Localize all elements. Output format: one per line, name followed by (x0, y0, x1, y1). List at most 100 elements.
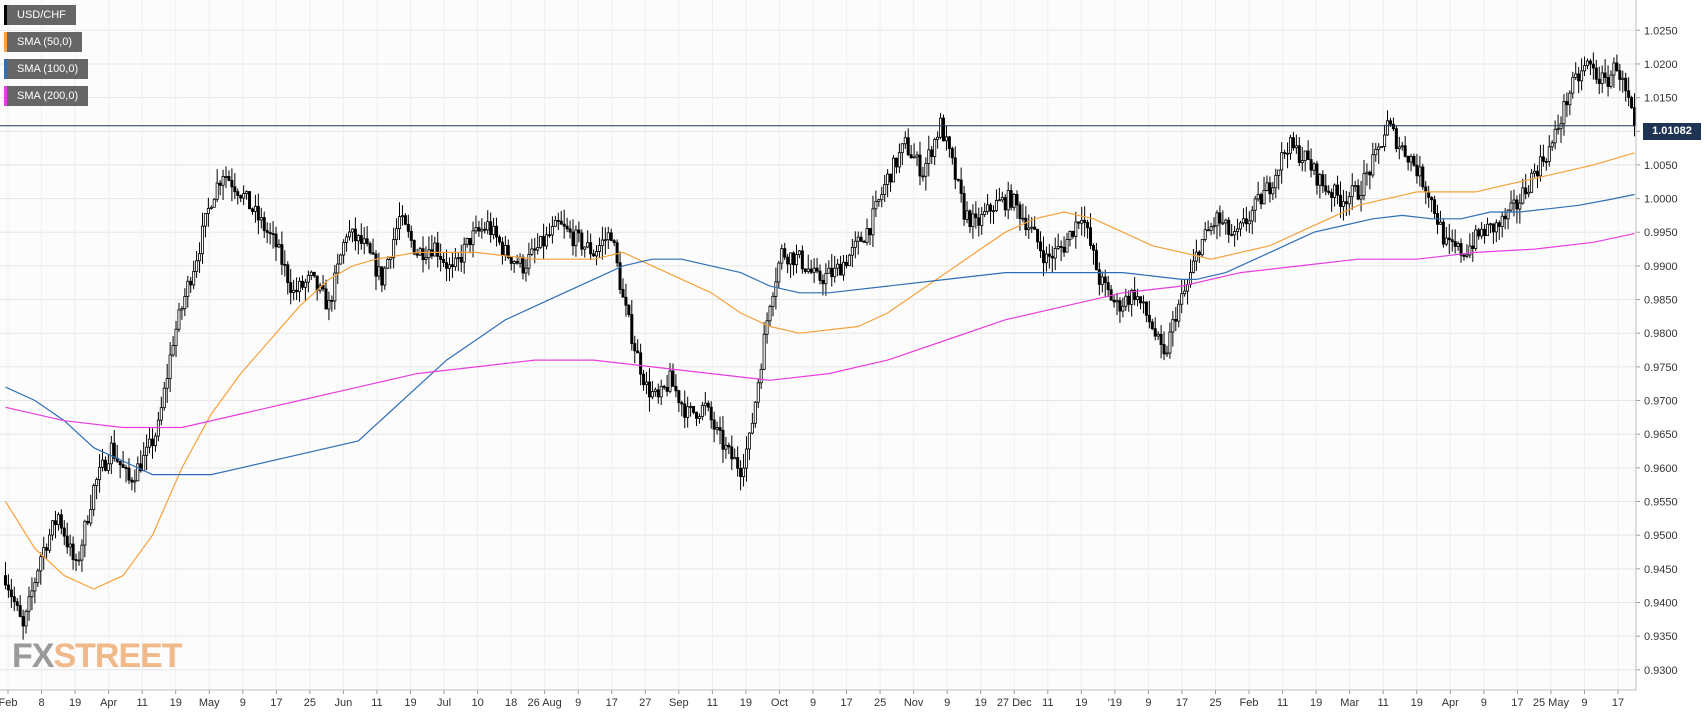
candle-body (471, 230, 475, 246)
candle-body (753, 401, 757, 424)
candle-body (1630, 97, 1634, 109)
candle-body (1506, 209, 1510, 220)
candle-body (56, 514, 60, 526)
legend-swatch (4, 86, 7, 106)
candle-body (74, 559, 78, 561)
x-tick-label: 19 (404, 697, 416, 709)
candle-body (436, 242, 440, 257)
candle-body (568, 228, 572, 233)
candle-body (312, 271, 316, 277)
candle-body (877, 199, 881, 202)
candle-body (1003, 197, 1007, 211)
candle-body (1633, 107, 1637, 127)
candle-body (1497, 222, 1501, 227)
legend-item-sma200[interactable]: SMA (200,0) (4, 86, 89, 106)
x-tick-label: 19 (69, 697, 81, 709)
candle-body (1494, 222, 1498, 233)
candle-body (1424, 186, 1428, 193)
candle-body (742, 467, 746, 478)
y-tick-label: 0.9950 (1644, 227, 1678, 239)
candle-body (145, 446, 149, 456)
candle-body (327, 300, 331, 310)
candle-body (303, 281, 307, 288)
candle-body (1377, 146, 1381, 150)
candle-body (630, 314, 634, 344)
current-price-tag: 1.01082 (1643, 123, 1701, 140)
y-tick-label: 0.9850 (1644, 295, 1678, 307)
candle-body (545, 234, 549, 247)
candle-body (68, 543, 72, 548)
candle-body (397, 216, 402, 230)
candle-body (1624, 77, 1628, 92)
candle-body (665, 387, 669, 392)
legend-item-usdchf[interactable]: USD/CHF (4, 5, 76, 25)
candle-body (1280, 152, 1284, 171)
candle-body (1000, 197, 1004, 201)
candle-body (503, 244, 507, 256)
candle-body (559, 220, 563, 225)
candle-body (1036, 228, 1040, 243)
candle-body (1562, 101, 1566, 125)
candle-body (1321, 174, 1325, 187)
candle-body (77, 559, 81, 562)
candle-body (500, 241, 504, 256)
candle-body (242, 193, 246, 199)
x-tick-label: 25 May (1533, 697, 1570, 709)
candle-body (283, 263, 287, 266)
candle-body (836, 263, 840, 269)
x-tick-label: 19 (1075, 697, 1087, 709)
candle-body (515, 261, 519, 264)
y-tick-label: 1.0050 (1644, 160, 1678, 172)
x-tick-label: Feb (1240, 697, 1259, 709)
y-tick-label: 1.0200 (1644, 59, 1678, 71)
candle-body (1333, 184, 1337, 198)
candle-body (597, 245, 601, 252)
candle-body (371, 252, 375, 255)
candle-body (459, 257, 463, 263)
candle-body (1447, 237, 1451, 241)
candle-body (295, 289, 299, 293)
candle-body (59, 514, 63, 529)
candle-body (142, 454, 146, 472)
candle-body (1556, 128, 1560, 131)
candle-body (336, 263, 340, 274)
candle-body (450, 264, 454, 268)
candle-body (65, 535, 69, 548)
x-tick-label: Apr (1442, 697, 1459, 709)
x-tick-label: Apr (100, 697, 117, 709)
legend-item-sma100[interactable]: SMA (100,0) (4, 59, 89, 79)
candle-body (183, 296, 187, 310)
legend-item-sma50[interactable]: SMA (50,0) (4, 32, 83, 52)
candle-body (647, 381, 651, 398)
candle-body (465, 237, 469, 245)
candle-body (1291, 137, 1295, 149)
candle-body (265, 230, 269, 233)
y-tick-label: 0.9500 (1644, 530, 1678, 542)
candle-body (1468, 245, 1472, 256)
x-tick-label: 9 (240, 697, 246, 709)
candle-body (1341, 201, 1345, 207)
candle-body (62, 527, 66, 537)
candle-body (1044, 253, 1048, 264)
candle-body (253, 205, 257, 212)
candle-body (300, 280, 304, 288)
candle-body (1344, 201, 1348, 205)
candle-body (124, 467, 128, 469)
candle-body (989, 204, 993, 212)
candle-body (642, 373, 646, 386)
candle-body (439, 255, 443, 260)
candle-body (53, 520, 57, 526)
candle-body (897, 152, 901, 168)
x-tick-label: 26 Aug (528, 697, 562, 709)
candle-body (615, 242, 619, 264)
candle-body (474, 227, 478, 232)
candle-body (486, 221, 490, 231)
candle-body (1065, 239, 1069, 253)
candle-body (900, 143, 904, 154)
candle-body (409, 230, 413, 241)
candle-body (1174, 318, 1178, 322)
candle-body (342, 242, 346, 256)
candle-body (1288, 137, 1292, 154)
candle-body (744, 448, 748, 469)
candle-body (1533, 170, 1537, 174)
